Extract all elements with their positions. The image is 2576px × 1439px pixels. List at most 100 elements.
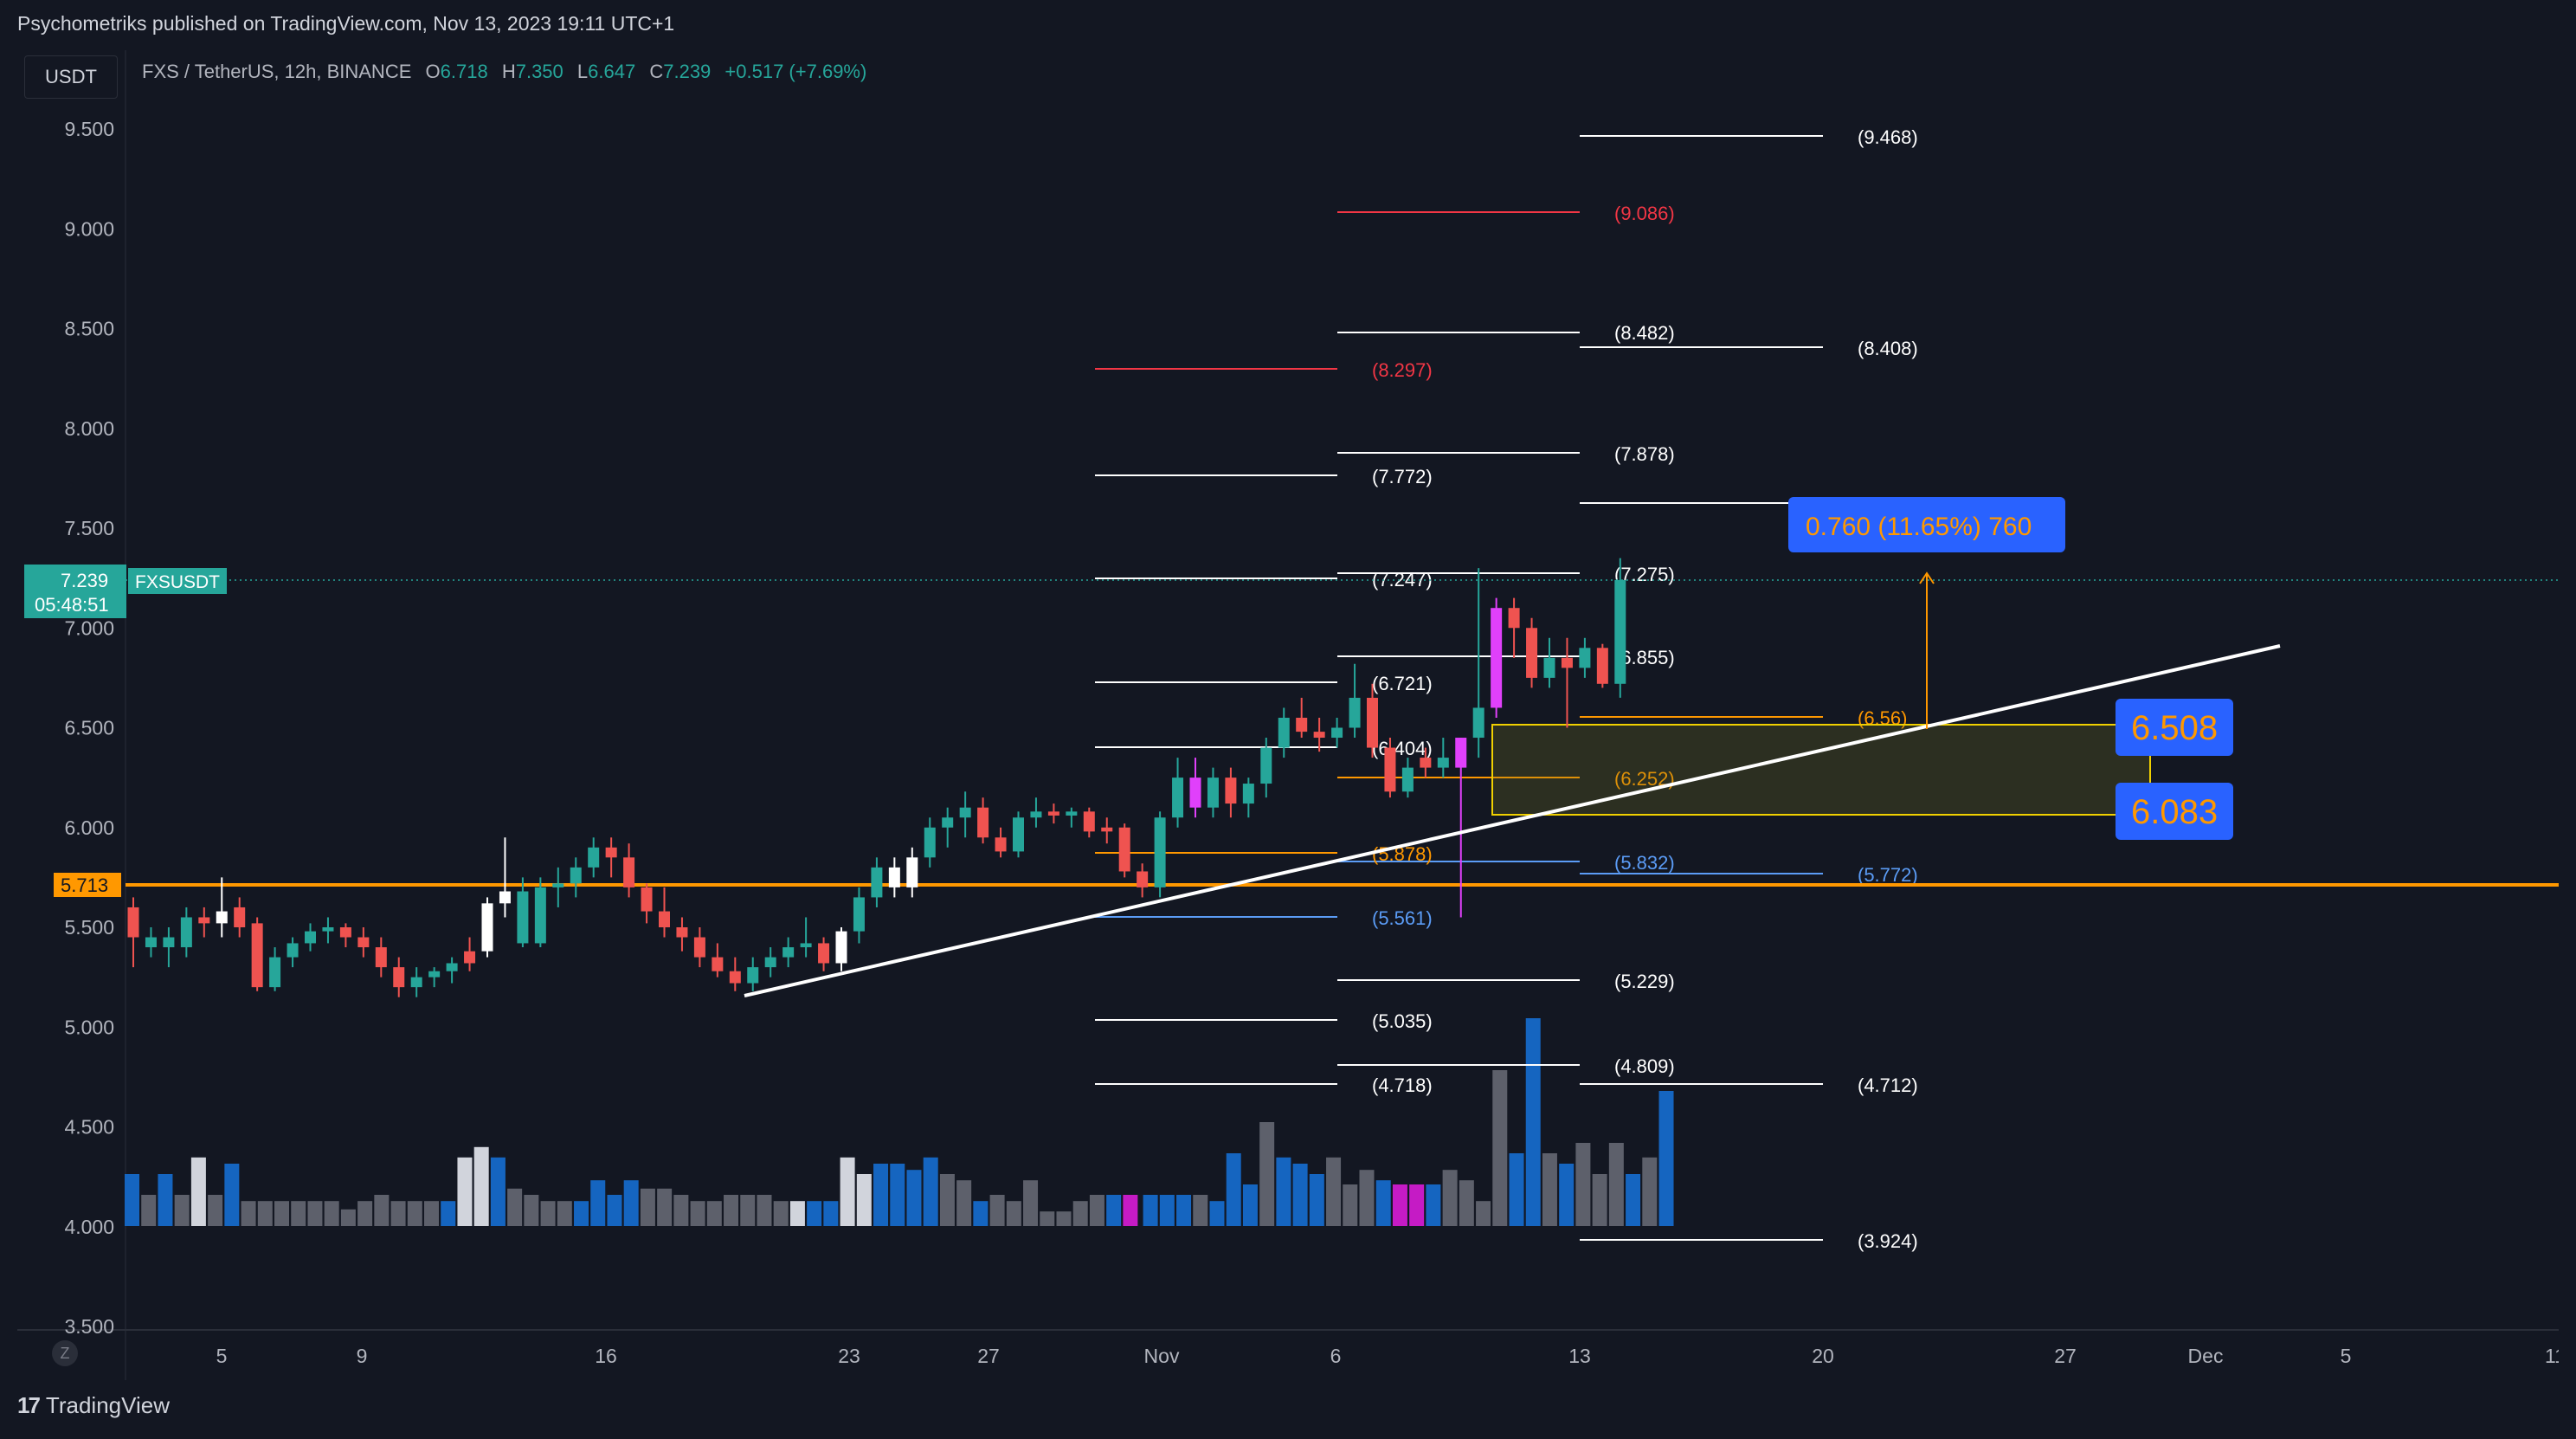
volume-bar — [1658, 1091, 1674, 1226]
volume-bar — [740, 1195, 756, 1226]
candle-body — [1349, 697, 1361, 728]
currency-button[interactable]: USDT — [24, 55, 118, 99]
x-tick-label: 27 — [2054, 1345, 2077, 1367]
candle-body — [906, 857, 918, 887]
candle-body — [481, 903, 493, 952]
volume-bar — [1226, 1153, 1241, 1226]
candle-body — [1331, 727, 1343, 739]
volume-bar — [1089, 1195, 1104, 1226]
volume-bar — [590, 1180, 606, 1226]
range-bottom-label: 6.083 — [2131, 793, 2218, 831]
volume-bar — [724, 1195, 739, 1226]
candle-body — [871, 867, 883, 898]
candle-body — [552, 883, 564, 887]
candle-body — [1367, 697, 1378, 748]
volume-bar — [757, 1195, 772, 1226]
volume-bar — [1259, 1122, 1275, 1226]
candle-body — [818, 943, 830, 964]
volume-bar — [706, 1201, 722, 1226]
volume-bar — [1006, 1201, 1021, 1226]
candle-body — [517, 891, 529, 944]
candle-body — [1242, 784, 1254, 804]
candlestick-chart[interactable]: 9.500 9.000 8.500 8.000 7.500 7.000 6.500 6.000… — [17, 50, 2559, 1380]
x-tick-label: 27 — [977, 1345, 1000, 1367]
zoom-reset-button[interactable]: Z — [52, 1340, 78, 1366]
candle-body — [1313, 732, 1325, 739]
candle-body — [1614, 579, 1626, 684]
open-value: 6.718 — [440, 61, 488, 82]
volume-bar — [1176, 1195, 1192, 1226]
candle-body — [747, 967, 759, 984]
volume-bar — [1359, 1170, 1375, 1226]
volume-bar — [690, 1201, 705, 1226]
volume-bar — [856, 1174, 872, 1226]
candle-body — [163, 937, 175, 948]
level-label: (5.229) — [1614, 971, 1675, 992]
candle-body — [1172, 778, 1184, 818]
candle-body — [888, 867, 900, 887]
trend-line[interactable] — [744, 644, 2281, 997]
tradingview-logo[interactable]: 17 TradingView — [17, 1392, 170, 1419]
level-label: (6.404) — [1372, 738, 1433, 759]
y-tick-label: 8.500 — [64, 318, 114, 340]
volume-bar — [407, 1201, 422, 1226]
candle-body — [1207, 778, 1219, 808]
level-label: (4.809) — [1614, 1055, 1675, 1077]
low-value: 6.647 — [588, 61, 636, 82]
change-value: +0.517 (+7.69%) — [724, 61, 867, 82]
candle-body — [995, 837, 1007, 852]
candle-body — [145, 937, 157, 948]
last-price-label: 7.239 — [61, 570, 108, 591]
level-label: (8.408) — [1858, 338, 1918, 359]
y-tick-label: 8.000 — [64, 417, 114, 440]
x-tick-label: 6 — [1330, 1345, 1342, 1367]
measure-label-bg — [1788, 497, 2065, 552]
candle-body — [1101, 827, 1113, 832]
volume-bar — [490, 1157, 506, 1226]
volume-bar — [1592, 1174, 1607, 1226]
volume-bar — [1626, 1174, 1641, 1226]
candle-body — [959, 807, 971, 818]
level-label: (4.712) — [1858, 1074, 1918, 1096]
y-tick-label: 6.500 — [64, 717, 114, 739]
y-tick-label: 5.500 — [64, 916, 114, 939]
candle-body — [499, 891, 511, 904]
volume-bar — [1442, 1170, 1458, 1226]
y-tick-label: 7.500 — [64, 517, 114, 539]
candle-body — [446, 963, 458, 971]
volume-bar — [1143, 1195, 1158, 1226]
candle-body — [693, 937, 705, 958]
candle-body — [322, 927, 334, 932]
candle-body — [1543, 657, 1555, 678]
candle-body — [1137, 871, 1149, 887]
volume-bar — [1040, 1211, 1055, 1226]
y-tick-label: 4.500 — [64, 1116, 114, 1139]
candle-body — [1401, 767, 1414, 792]
level-label: (5.832) — [1614, 852, 1675, 874]
candle-body — [410, 977, 422, 988]
level-label: (8.297) — [1372, 359, 1433, 381]
volume-bar — [557, 1201, 572, 1226]
volume-bar — [291, 1201, 306, 1226]
chart-area[interactable]: 9.500 9.000 8.500 8.000 7.500 7.000 6.500 6.000… — [17, 50, 2559, 1380]
volume-bar — [1242, 1184, 1258, 1226]
last-price-label-bg — [24, 565, 126, 618]
volume-bars — [125, 1018, 1674, 1226]
level-label: (6.721) — [1372, 673, 1433, 694]
candle-body — [180, 917, 192, 948]
volume-bar — [507, 1188, 523, 1226]
volume-bar — [424, 1201, 440, 1226]
volume-bar — [1276, 1157, 1291, 1226]
volume-bar — [190, 1157, 206, 1226]
volume-bar — [1072, 1201, 1088, 1226]
high-value: 7.350 — [515, 61, 564, 82]
volume-bar — [1309, 1174, 1324, 1226]
volume-bar — [1492, 1070, 1508, 1226]
x-tick-label: 13 — [1568, 1345, 1591, 1367]
volume-bar — [1292, 1164, 1308, 1226]
volume-bar — [1343, 1184, 1358, 1226]
candle-body — [800, 943, 812, 948]
candle-body — [428, 971, 441, 978]
volume-bar — [1542, 1153, 1557, 1226]
volume-bar — [1375, 1180, 1391, 1226]
